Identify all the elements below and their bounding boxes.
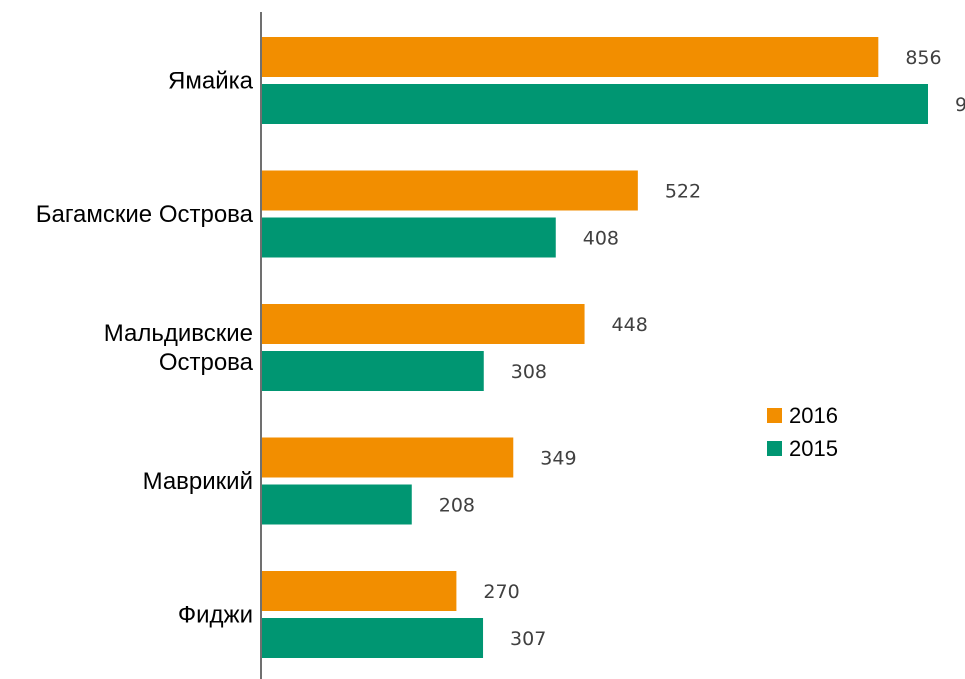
bar-2016-2 bbox=[262, 304, 585, 344]
category-label-1: Багамские Острова bbox=[36, 201, 254, 228]
bar-2016-4 bbox=[262, 571, 457, 611]
value-label-2016-4: 270 bbox=[483, 581, 519, 603]
value-label-2015-3: 208 bbox=[439, 495, 475, 517]
bar-2016-1 bbox=[262, 170, 638, 211]
legend-label-2015: 2015 bbox=[789, 436, 838, 461]
bar-2015-1 bbox=[262, 217, 556, 258]
legend-swatch-2015 bbox=[767, 441, 782, 456]
value-label-2015-0: 925 bbox=[955, 94, 965, 116]
category-label-2-line-0: Мальдивские bbox=[104, 320, 253, 347]
category-label-3: Маврикий bbox=[143, 468, 253, 495]
value-label-2015-1: 408 bbox=[583, 228, 619, 250]
bar-2015-0 bbox=[262, 84, 928, 124]
category-label-0: Ямайка bbox=[168, 68, 254, 95]
value-label-2016-3: 349 bbox=[540, 448, 576, 470]
value-label-2015-4: 307 bbox=[510, 628, 546, 650]
bar-2015-2 bbox=[262, 351, 484, 391]
category-label-4: Фиджи bbox=[178, 602, 253, 629]
legend: 2016 2015 bbox=[767, 403, 838, 461]
bars-layer bbox=[262, 37, 928, 658]
value-label-2015-2: 308 bbox=[511, 361, 547, 383]
value-label-2016-0: 856 bbox=[905, 47, 941, 69]
bar-2016-0 bbox=[262, 37, 879, 77]
bar-2015-4 bbox=[262, 618, 484, 658]
bar-2015-3 bbox=[262, 484, 412, 525]
category-label-2-line-1: Острова bbox=[159, 349, 254, 376]
value-labels-layer: 856 925 522 408 448 308 349 208 270 307 bbox=[439, 47, 965, 650]
legend-swatch-2016 bbox=[767, 408, 782, 423]
bar-2016-3 bbox=[262, 437, 514, 478]
legend-label-2016: 2016 bbox=[789, 403, 838, 428]
value-label-2016-1: 522 bbox=[665, 181, 701, 203]
category-labels-layer: Ямайка Багамские Острова МальдивскиеОстров… bbox=[36, 68, 254, 629]
value-label-2016-2: 448 bbox=[612, 314, 648, 336]
